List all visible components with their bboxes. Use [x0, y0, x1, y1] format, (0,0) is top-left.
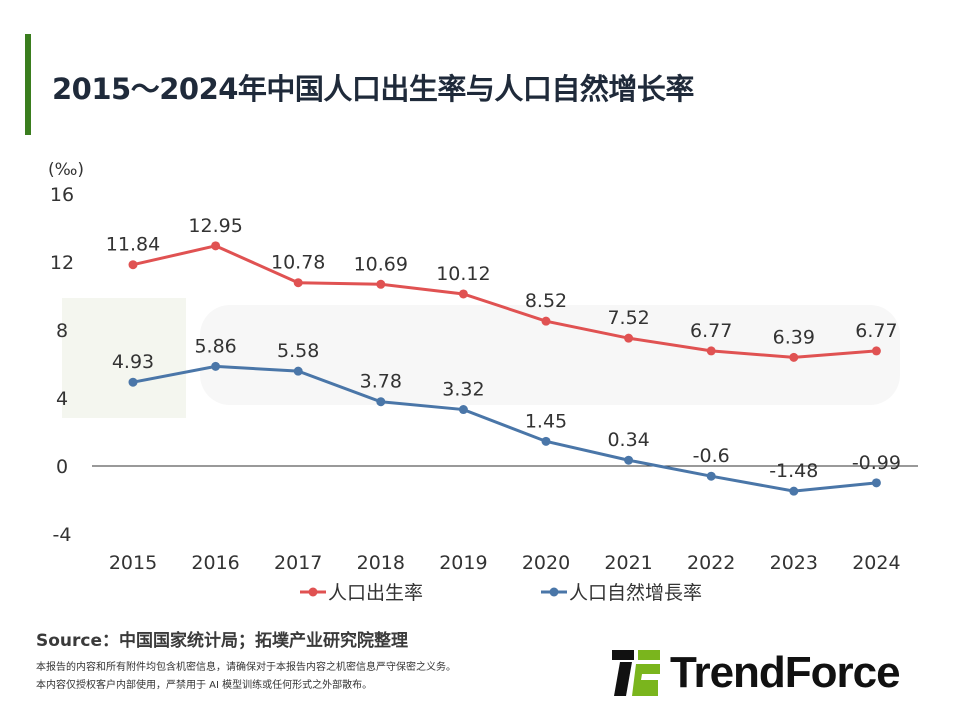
data-point	[789, 352, 799, 362]
data-point	[211, 241, 221, 251]
data-label: 8.52	[525, 290, 567, 312]
trendforce-logo-text: TrendForce	[670, 648, 901, 697]
x-tick-label: 2015	[109, 552, 157, 574]
watermark-logo	[62, 298, 186, 418]
data-point	[293, 278, 303, 288]
data-point	[706, 346, 716, 356]
data-label: 6.77	[855, 320, 897, 342]
series-line-2	[132, 364, 877, 493]
data-label: 5.58	[277, 340, 319, 362]
data-point	[128, 260, 138, 270]
data-label: 7.52	[607, 307, 649, 329]
data-point	[624, 455, 634, 465]
series-line-1	[132, 244, 877, 359]
data-label: 3.78	[360, 371, 402, 393]
data-point	[541, 436, 551, 446]
confidential-note-2: 本内容仅授权客户内部使用，严禁用于 AI 模型训练或任何形式之外部散布。	[36, 680, 373, 691]
x-tick-label: 2021	[604, 552, 652, 574]
y-tick-label: 0	[56, 456, 68, 478]
data-point	[376, 397, 386, 407]
x-tick-label: 2017	[274, 552, 322, 574]
data-point	[624, 333, 634, 343]
x-tick-label: 2016	[191, 552, 239, 574]
x-tick-label: 2023	[770, 552, 818, 574]
data-point	[541, 316, 551, 326]
data-label: 3.32	[442, 379, 484, 401]
data-label: 6.39	[773, 326, 815, 348]
y-tick-label: 12	[50, 252, 74, 274]
data-point	[458, 289, 468, 299]
title-accent-bar	[25, 34, 31, 135]
data-label: 6.77	[690, 320, 732, 342]
y-tick-label: 4	[56, 388, 68, 410]
legend-label: 人口自然增長率	[569, 582, 702, 604]
data-label: 10.78	[271, 252, 325, 274]
trendforce-logo: TrendForce	[612, 648, 901, 698]
data-point	[871, 346, 881, 356]
data-point	[871, 478, 881, 488]
data-label: 10.69	[354, 253, 408, 275]
legend-marker	[549, 587, 559, 597]
x-tick-label: 2018	[357, 552, 405, 574]
data-label: 10.12	[436, 263, 490, 285]
data-label: 0.34	[607, 429, 649, 451]
data-point	[376, 279, 386, 289]
data-point	[706, 471, 716, 481]
data-label: 12.95	[188, 215, 242, 237]
data-point	[211, 361, 221, 371]
data-point	[293, 366, 303, 376]
legend-marker	[308, 587, 318, 597]
x-tick-label: 2019	[439, 552, 487, 574]
data-label: -0.99	[852, 452, 901, 474]
data-label: -0.6	[693, 445, 730, 467]
data-label: 4.93	[112, 351, 154, 373]
data-point	[458, 405, 468, 415]
source-text: Source：中国国家统计局；拓墣产业研究院整理	[36, 631, 409, 651]
x-tick-label: 2022	[687, 552, 735, 574]
trendforce-logo-icon	[612, 650, 660, 696]
data-label: 1.45	[525, 410, 567, 432]
y-tick-label: 8	[56, 320, 68, 342]
y-axis-unit: (‰)	[48, 160, 84, 180]
y-tick-label: -4	[53, 524, 72, 546]
data-point	[128, 377, 138, 387]
watermark	[200, 305, 900, 405]
data-label: 11.84	[106, 234, 160, 256]
data-label: 5.86	[194, 335, 236, 357]
chart-title: 2015～2024年中国人口出生率与人口自然增长率	[52, 72, 694, 106]
x-tick-label: 2024	[852, 552, 900, 574]
legend-label: 人口出生率	[328, 582, 423, 604]
data-label: -1.48	[769, 460, 818, 482]
data-point	[789, 486, 799, 496]
y-tick-label: 16	[50, 184, 74, 206]
x-tick-label: 2020	[522, 552, 570, 574]
confidential-note-1: 本报告的内容和所有附件均包含机密信息，请确保对于本报告内容之机密信息严守保密之义…	[36, 662, 456, 673]
